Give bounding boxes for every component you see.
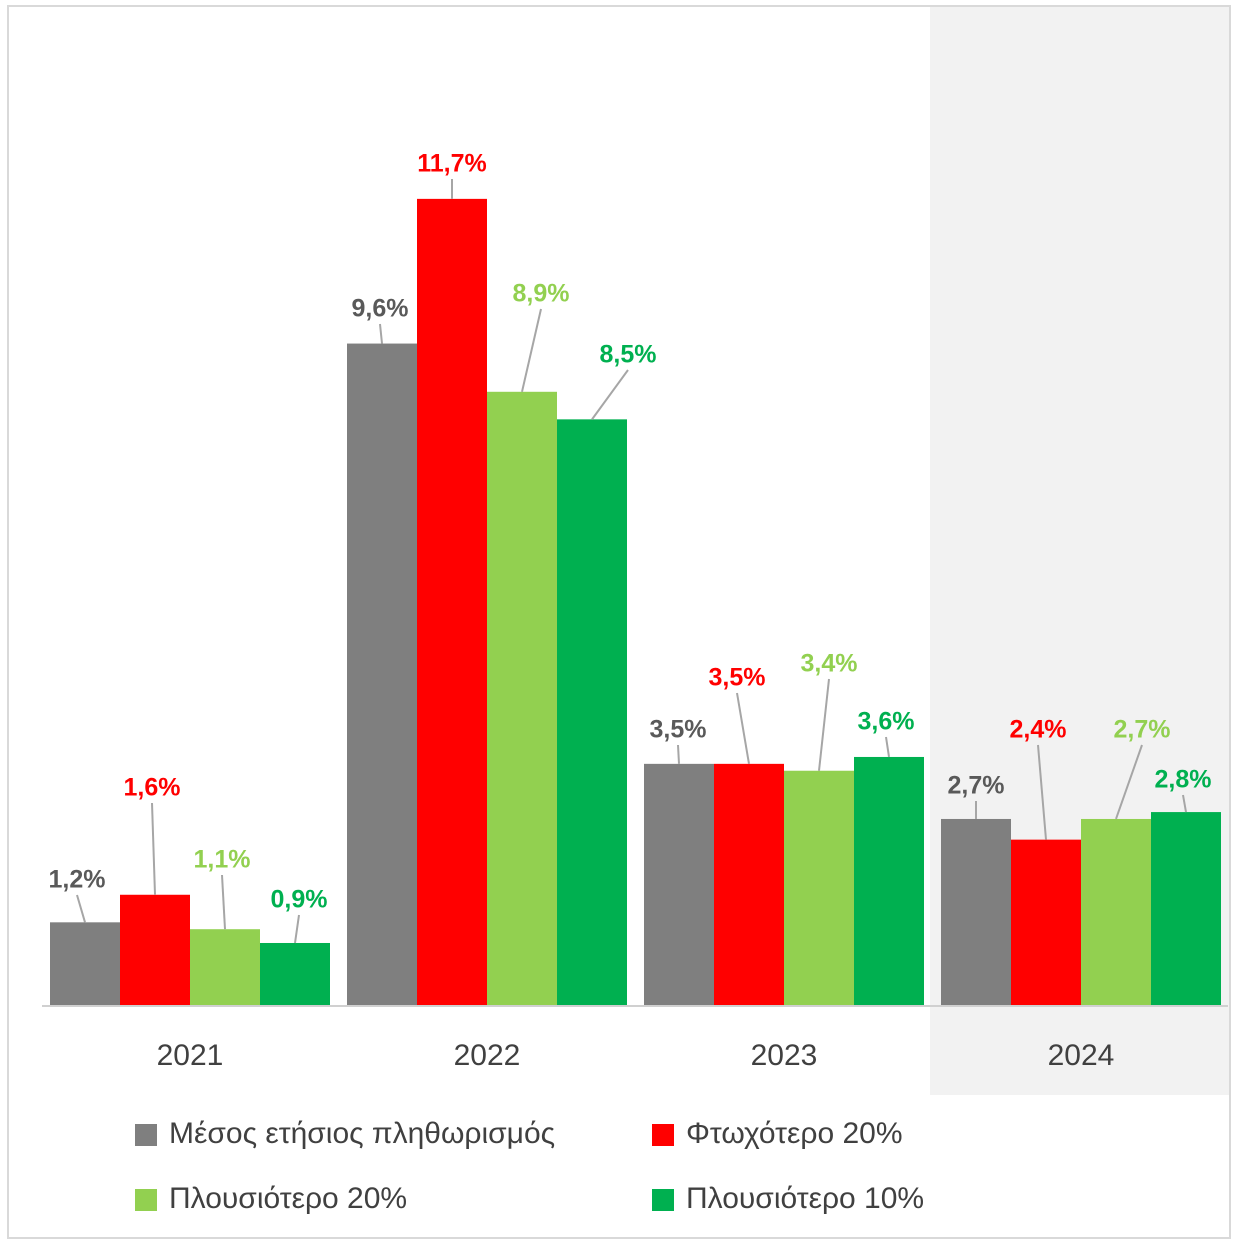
value-label: 2,8% (1155, 766, 1212, 794)
bar (854, 756, 924, 1005)
value-label: 11,7% (417, 150, 487, 178)
leader-line (151, 802, 156, 895)
legend-swatch (135, 1124, 157, 1146)
bar (417, 198, 487, 1005)
value-label: 2,4% (1010, 716, 1067, 744)
value-label: 2,7% (1114, 716, 1171, 744)
x-tick-label: 2021 (157, 1039, 224, 1072)
value-label: 1,1% (194, 846, 251, 874)
leader-line (736, 692, 750, 765)
bar (487, 391, 557, 1005)
legend-label: Πλουσιότερο 10% (686, 1182, 924, 1215)
value-label: 3,5% (709, 664, 766, 692)
bar (714, 763, 784, 1005)
leader-line (1115, 744, 1143, 820)
legend-label: Μέσος ετήσιος πληθωρισμός (169, 1117, 555, 1150)
value-label: 0,9% (271, 886, 328, 914)
value-label: 8,9% (513, 280, 570, 308)
leader-line (379, 323, 383, 344)
legend-swatch (652, 1189, 674, 1211)
leader-line (818, 678, 830, 771)
value-label: 3,4% (801, 650, 858, 678)
bar (260, 942, 330, 1005)
bar (784, 770, 854, 1005)
value-label: 2,7% (948, 772, 1005, 800)
bar (1151, 812, 1221, 1005)
leader-line (294, 914, 300, 944)
x-tick-label: 2022 (454, 1039, 521, 1072)
bar (120, 894, 190, 1005)
bar (557, 419, 627, 1006)
x-tick-label: 2023 (751, 1039, 818, 1072)
leader-line (1037, 744, 1047, 840)
bar (347, 343, 417, 1005)
value-label: 3,6% (858, 708, 915, 736)
bar (941, 818, 1011, 1005)
value-label: 1,2% (49, 866, 106, 894)
leader-line (677, 744, 680, 764)
bar (1081, 818, 1151, 1005)
bar (644, 763, 714, 1005)
legend-swatch (135, 1189, 157, 1211)
bar (190, 929, 260, 1005)
leader-line (885, 736, 890, 758)
legend-swatch (652, 1124, 674, 1146)
x-tick-label: 2024 (1048, 1039, 1115, 1072)
value-label: 3,5% (650, 716, 707, 744)
bar (1011, 839, 1081, 1005)
leader-line (221, 874, 226, 930)
leader-line (591, 369, 629, 420)
legend-label: Φτωχότερο 20% (686, 1117, 903, 1150)
bar (50, 922, 120, 1005)
leader-line (76, 894, 86, 923)
value-label: 9,6% (352, 295, 409, 323)
value-label: 8,5% (600, 341, 657, 369)
leader-line (521, 308, 542, 393)
legend-label: Πλουσιότερο 20% (169, 1182, 407, 1215)
leader-line (1182, 794, 1187, 813)
value-label: 1,6% (124, 774, 181, 802)
